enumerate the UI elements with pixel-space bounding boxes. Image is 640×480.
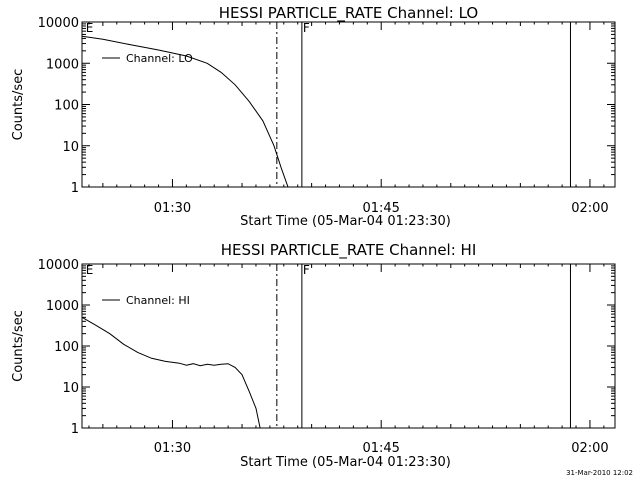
event-marker-label: F: [303, 263, 310, 277]
y-axis-label: Counts/sec: [11, 310, 26, 382]
y-tick-label: 1000: [46, 57, 79, 72]
y-tick-label: 10000: [38, 258, 79, 273]
y-axis-label: Counts/sec: [11, 69, 26, 141]
x-axis-label: Start Time (05-Mar-04 01:23:30): [240, 214, 451, 229]
y-tick-label: 1000: [46, 299, 79, 314]
y-tick-label: 10: [62, 140, 79, 155]
y-tick-label: 100: [54, 99, 79, 114]
series-group: [82, 316, 261, 428]
y-tick-label: 100: [54, 340, 79, 355]
x-axis-label: Start Time (05-Mar-04 01:23:30): [240, 455, 451, 470]
event-marker-label: E: [86, 263, 94, 277]
x-tick-label: 01:45: [362, 201, 399, 216]
chart-title: HESSI PARTICLE_RATE Channel: LO: [219, 4, 478, 23]
x-tick-label: 01:30: [154, 441, 191, 456]
series-line: [82, 316, 261, 428]
event-marker-label: E: [86, 21, 94, 35]
x-tick-label: 01:30: [154, 201, 191, 216]
x-tick-label: 01:45: [362, 441, 399, 456]
legend-label: Channel: HI: [126, 294, 190, 307]
y-tick-label: 1: [71, 181, 79, 196]
plot-frame: [81, 21, 616, 188]
legend-label: Channel: LO: [126, 52, 193, 65]
x-tick-label: 02:00: [571, 441, 608, 456]
series-line: [82, 35, 289, 187]
channel-lo-panel: HESSI PARTICLE_RATE Channel: LO 01:30 01:4…: [11, 4, 616, 229]
series-group: [82, 35, 289, 187]
footer-timestamp: 31-Mar-2010 12:02: [566, 469, 633, 477]
y-tick-label: 10000: [38, 16, 79, 31]
chart-title: HESSI PARTICLE_RATE Channel: HI: [221, 241, 477, 260]
event-marker-label: F: [303, 21, 310, 35]
y-tick-label: 10: [62, 381, 79, 396]
x-tick-label: 02:00: [571, 201, 608, 216]
y-tick-label: 1: [71, 422, 79, 437]
channel-hi-panel: HESSI PARTICLE_RATE Channel: HI 01:30 01:4…: [11, 241, 616, 470]
plot-frame: [81, 263, 616, 429]
